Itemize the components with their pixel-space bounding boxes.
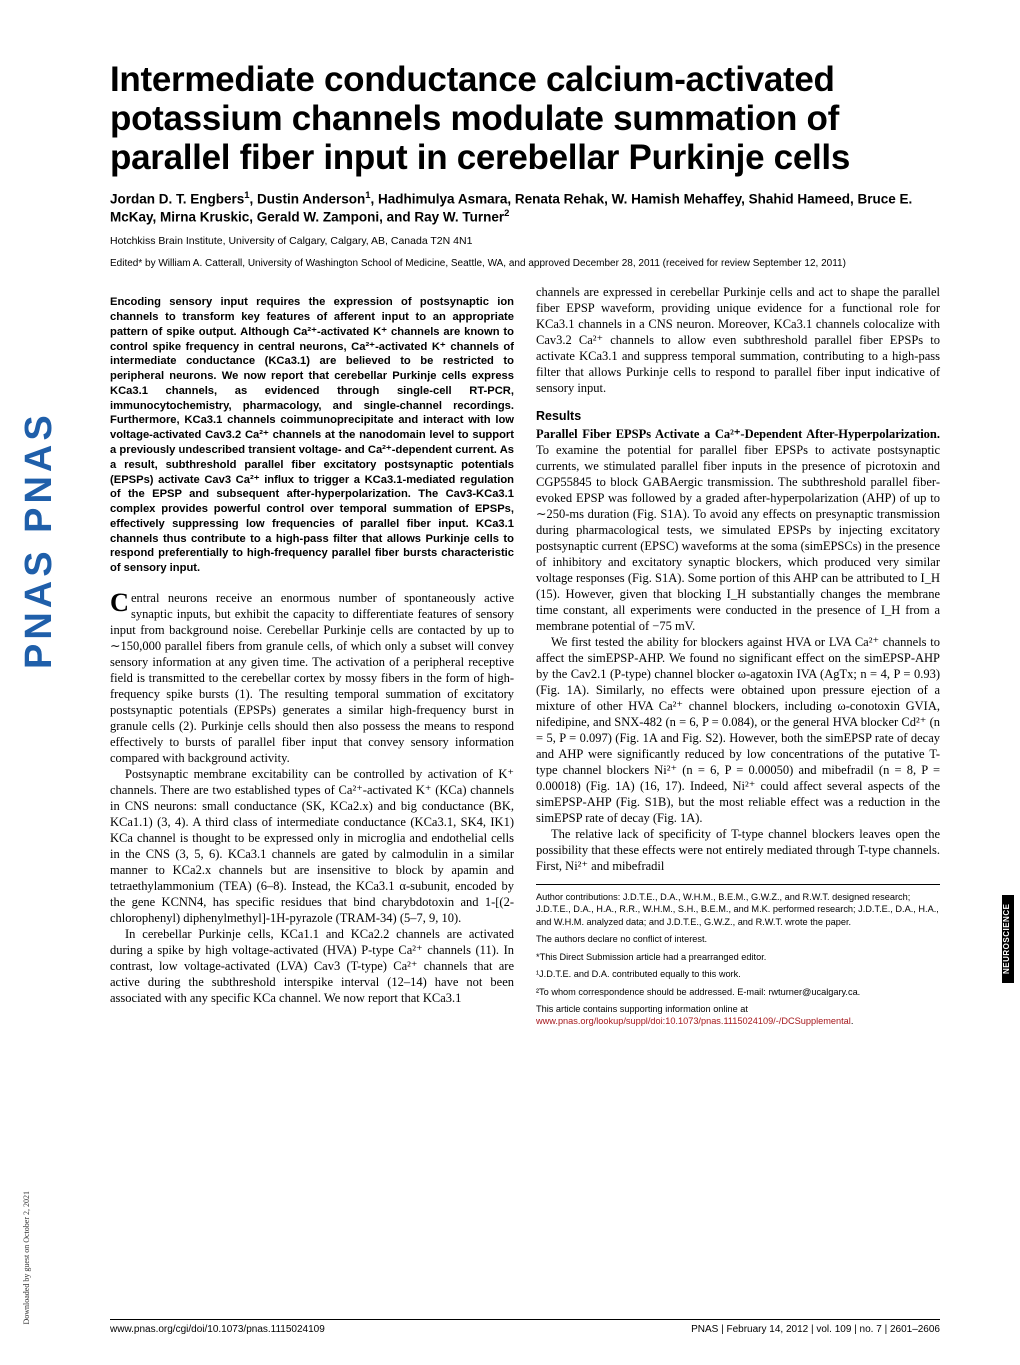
body-paragraph: In cerebellar Purkinje cells, KCa1.1 and…: [110, 926, 514, 1006]
affiliation: Hotchkiss Brain Institute, University of…: [110, 235, 940, 247]
suppl-pre: This article contains supporting informa…: [536, 1004, 748, 1014]
author-notes: Author contributions: J.D.T.E., D.A., W.…: [536, 884, 940, 1028]
equal-contribution-note: ¹J.D.T.E. and D.A. contributed equally t…: [536, 968, 940, 980]
suppl-post: .: [851, 1016, 854, 1026]
section-tab: NEUROSCIENCE: [1002, 895, 1014, 983]
body-paragraph: We first tested the ability for blockers…: [536, 634, 940, 826]
body-text: To examine the potential for parallel fi…: [536, 443, 940, 633]
body-paragraph: Postsynaptic membrane excitability can b…: [110, 766, 514, 926]
direct-submission-note: *This Direct Submission article had a pr…: [536, 951, 940, 963]
author-contributions: Author contributions: J.D.T.E., D.A., W.…: [536, 891, 940, 928]
page-footer: www.pnas.org/cgi/doi/10.1073/pnas.111502…: [110, 1319, 940, 1335]
edited-by-line: Edited* by William A. Catterall, Univers…: [110, 257, 940, 270]
body-paragraph: The relative lack of specificity of T-ty…: [536, 826, 940, 874]
abstract: Encoding sensory input requires the expr…: [110, 295, 514, 576]
page: PNAS PNAS NEUROSCIENCE Downloaded by gue…: [0, 0, 1020, 1365]
footer-doi: www.pnas.org/cgi/doi/10.1073/pnas.111502…: [110, 1324, 325, 1335]
author-list: Jordan D. T. Engbers1, Dustin Anderson1,…: [110, 190, 940, 227]
supplemental-note: This article contains supporting informa…: [536, 1003, 940, 1028]
download-note: Downloaded by guest on October 2, 2021: [22, 1191, 31, 1325]
run-in-heading: Parallel Fiber EPSPs Activate a Ca²⁺-Dep…: [536, 427, 940, 441]
article-title: Intermediate conductance calcium-activat…: [110, 60, 940, 178]
body-paragraph: channels are expressed in cerebellar Pur…: [536, 284, 940, 396]
correspondence-note: ²To whom correspondence should be addres…: [536, 986, 940, 998]
body-paragraph: Central neurons receive an enormous numb…: [110, 590, 514, 766]
footer-citation: PNAS | February 14, 2012 | vol. 109 | no…: [691, 1324, 940, 1335]
journal-logo-sidebar: PNAS PNAS: [18, 90, 58, 990]
two-column-body: Encoding sensory input requires the expr…: [110, 284, 940, 1028]
body-paragraph: Parallel Fiber EPSPs Activate a Ca²⁺-Dep…: [536, 426, 940, 634]
supplemental-link[interactable]: www.pnas.org/lookup/suppl/doi:10.1073/pn…: [536, 1016, 851, 1026]
conflict-statement: The authors declare no conflict of inter…: [536, 933, 940, 945]
section-heading-results: Results: [536, 408, 940, 424]
